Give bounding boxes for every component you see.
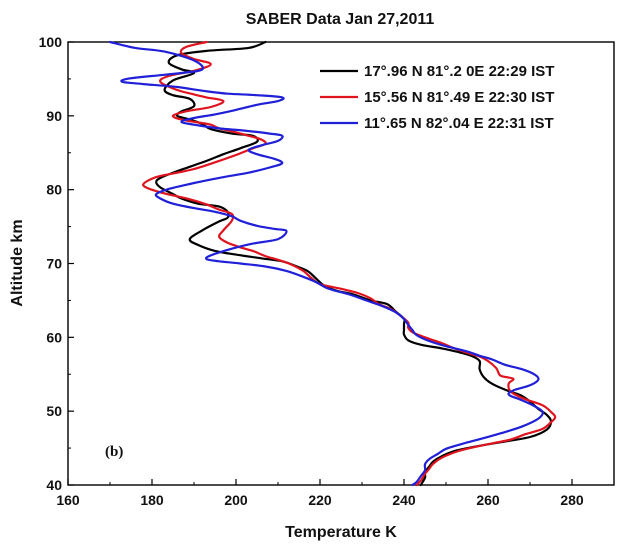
series-17-96n-line (155, 40, 553, 487)
x-tick-label: 260 (476, 492, 500, 508)
y-tick-label: 60 (46, 329, 62, 345)
axis-ticks: 160 180 200 220 240 260 280 40 50 60 70 80 90 100 (39, 34, 584, 508)
y-tick-label: 90 (46, 108, 62, 124)
legend-entry-label: 17°.96 N 81°.2 0E 22:29 IST (364, 63, 554, 80)
x-tick-label: 200 (224, 492, 248, 508)
legend-entry-label: 15°.56 N 81°.49 E 22:30 IST (364, 89, 554, 106)
y-tick-label: 50 (46, 403, 62, 419)
legend: 17°.96 N 81°.2 0E 22:29 IST 15°.56 N 81°.… (320, 63, 554, 132)
y-axis-label: Altitude km (9, 219, 26, 306)
x-tick-label: 180 (140, 492, 164, 508)
y-tick-label: 40 (46, 477, 62, 493)
series-lines (108, 40, 557, 487)
y-tick-label: 100 (39, 34, 63, 50)
x-tick-label: 220 (308, 492, 332, 508)
plot-frame (67, 41, 615, 486)
x-axis-label: Temperature K (285, 524, 397, 541)
y-tick-label: 70 (46, 256, 62, 272)
x-tick-label: 160 (56, 492, 80, 508)
panel-label: (b) (105, 444, 123, 460)
series-15-56n-line (142, 40, 557, 487)
chart-title: SABER Data Jan 27,2011 (246, 11, 435, 28)
x-tick-label: 240 (392, 492, 416, 508)
legend-entry-label: 11°.65 N 82°.04 E 22:31 IST (364, 115, 554, 132)
y-tick-label: 80 (46, 182, 62, 198)
series-11-65n-line (108, 40, 544, 487)
x-tick-label: 280 (560, 492, 584, 508)
